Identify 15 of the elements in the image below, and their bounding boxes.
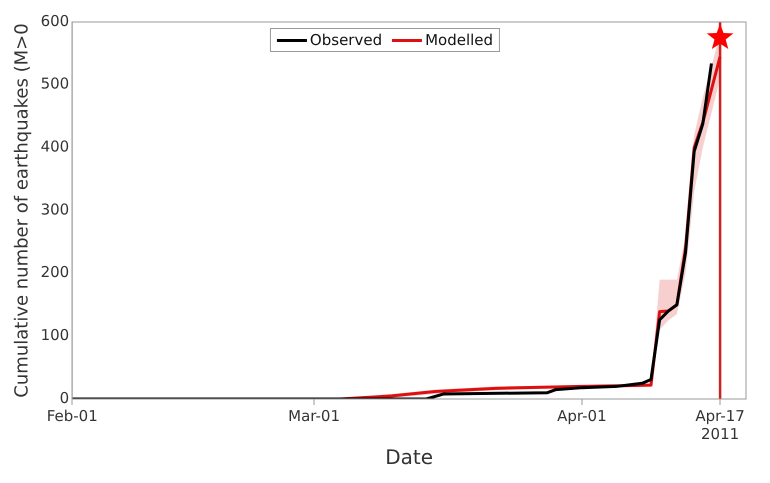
y-tick-label: 100 — [40, 326, 70, 344]
x-axis-title: Date — [385, 445, 434, 470]
legend-label: Observed — [310, 31, 382, 49]
legend-label: Modelled — [425, 31, 494, 49]
y-tick-label: 300 — [40, 200, 70, 218]
y-tick-label: 200 — [40, 263, 70, 282]
y-tick-label: 600 — [40, 12, 70, 30]
y-axis-title: Cumulative number of earthquakes (M>0 — [11, 23, 32, 398]
y-tick-label: 500 — [40, 74, 70, 93]
y-tick-label: 400 — [40, 138, 70, 156]
x-tick-label: Apr-17 2011 — [695, 406, 745, 443]
x-tick-label: Feb-01 — [46, 406, 98, 425]
y-tick-label: 0 — [60, 388, 70, 407]
x-tick-label: Apr-01 — [557, 406, 607, 425]
x-tick-label: Mar-01 — [288, 406, 340, 425]
